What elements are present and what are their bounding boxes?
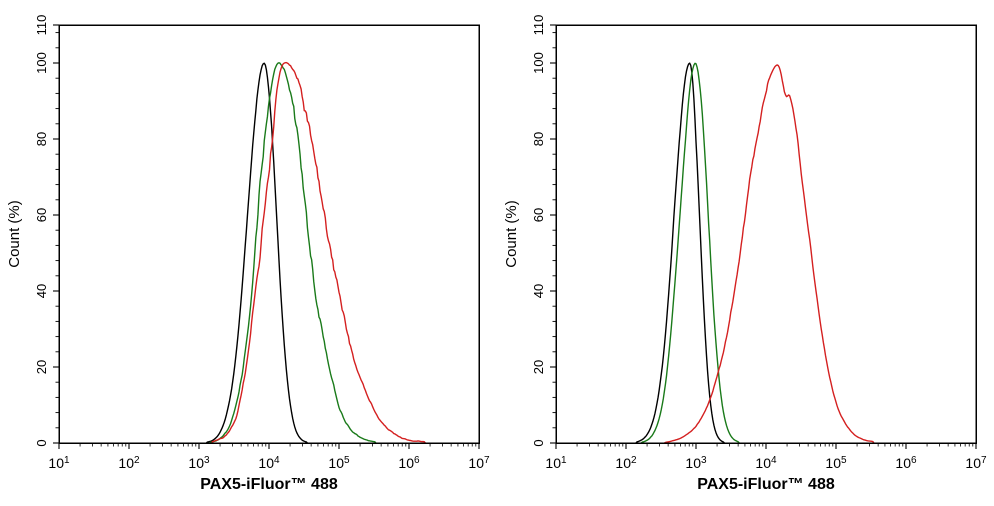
svg-text:0: 0 — [34, 439, 49, 446]
svg-text:110: 110 — [34, 15, 49, 36]
svg-text:80: 80 — [34, 132, 49, 146]
svg-text:106: 106 — [895, 455, 917, 472]
svg-text:100: 100 — [531, 52, 546, 74]
svg-text:110: 110 — [531, 15, 546, 36]
svg-text:80: 80 — [531, 132, 546, 146]
svg-text:100: 100 — [34, 52, 49, 74]
svg-text:PAX5-iFluor™ 488: PAX5-iFluor™ 488 — [697, 476, 835, 493]
svg-text:107: 107 — [468, 455, 490, 472]
svg-text:106: 106 — [398, 455, 420, 472]
svg-text:60: 60 — [531, 208, 546, 222]
svg-text:101: 101 — [545, 455, 567, 472]
svg-text:Count (%): Count (%) — [6, 200, 23, 268]
svg-text:Count (%): Count (%) — [503, 200, 520, 268]
svg-text:60: 60 — [34, 208, 49, 222]
svg-text:101: 101 — [48, 455, 70, 472]
svg-text:105: 105 — [328, 455, 350, 472]
svg-text:105: 105 — [825, 455, 847, 472]
svg-text:104: 104 — [258, 455, 280, 472]
svg-text:102: 102 — [118, 455, 140, 472]
svg-text:107: 107 — [965, 455, 987, 472]
svg-text:103: 103 — [188, 455, 210, 472]
svg-text:20: 20 — [34, 360, 49, 374]
svg-text:40: 40 — [34, 284, 49, 298]
svg-text:104: 104 — [755, 455, 777, 472]
svg-text:103: 103 — [685, 455, 707, 472]
svg-text:20: 20 — [531, 360, 546, 374]
svg-text:40: 40 — [531, 284, 546, 298]
svg-text:0: 0 — [531, 439, 546, 446]
svg-text:102: 102 — [615, 455, 637, 472]
svg-text:PAX5-iFluor™ 488: PAX5-iFluor™ 488 — [200, 476, 338, 493]
